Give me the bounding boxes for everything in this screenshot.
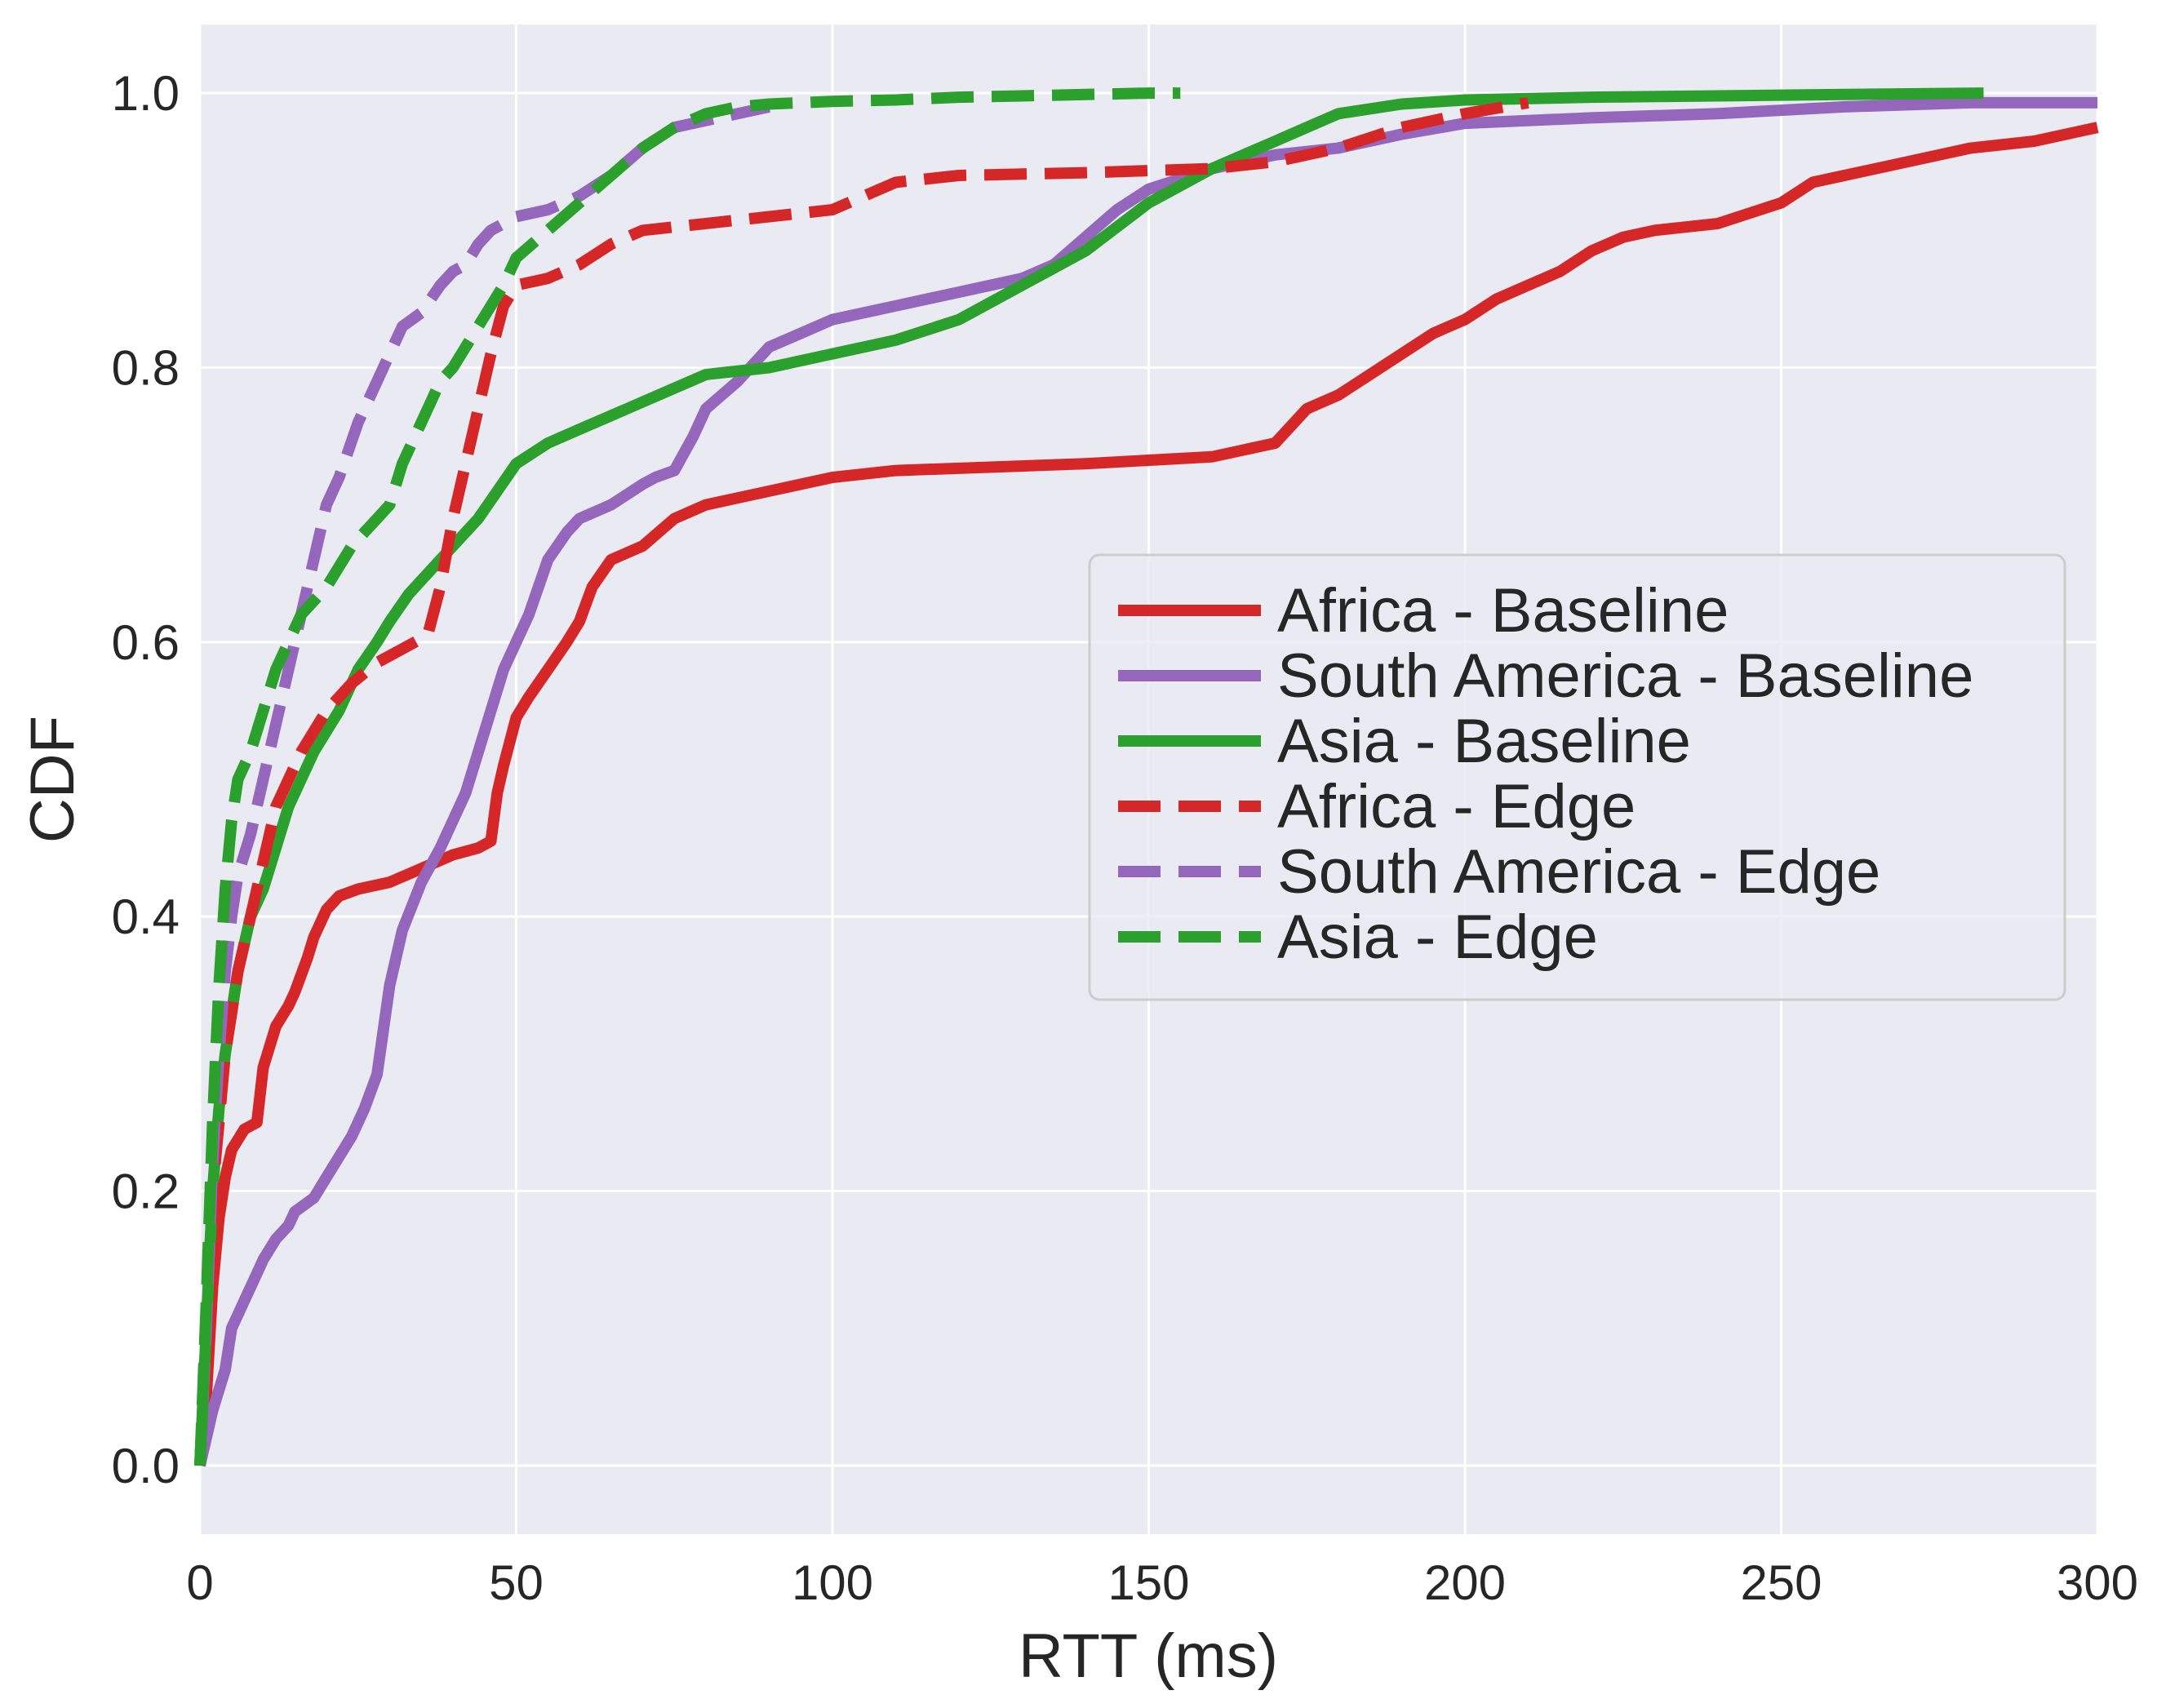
series-line-africa-baseline: [194, 122, 2099, 1466]
y-axis-label: CDF: [18, 716, 87, 843]
y-tick-label: 0.8: [112, 340, 180, 395]
series-line-south-america-edge: [194, 101, 770, 1466]
legend-box: [1088, 553, 2066, 1001]
x-tick-label: 150: [1107, 1555, 1189, 1610]
legend-label: Africa - Edge: [1277, 772, 1636, 841]
x-tick-label: 0: [186, 1555, 213, 1610]
legend-label: Africa - Baseline: [1277, 576, 1729, 645]
y-tick-label: 0.4: [112, 889, 180, 944]
y-tick-label: 0.0: [112, 1439, 180, 1493]
y-tick-label: 1.0: [112, 66, 180, 121]
y-tick-label: 0.2: [112, 1165, 180, 1219]
series-line-asia-edge: [194, 87, 1181, 1466]
series-line-africa-edge: [194, 97, 1529, 1466]
x-axis-label: RTT (ms): [1019, 1621, 1278, 1691]
y-tick-label: 0.6: [112, 615, 180, 670]
legend-label: Asia - Baseline: [1277, 707, 1691, 776]
x-tick-label: 250: [1740, 1555, 1822, 1610]
legend-label: South America - Baseline: [1277, 641, 1973, 711]
x-tick-label: 50: [489, 1555, 544, 1610]
legend-label: Asia - Edge: [1277, 903, 1598, 972]
x-tick-label: 200: [1424, 1555, 1506, 1610]
x-tick-label: 100: [792, 1555, 873, 1610]
series-layer: [194, 87, 2099, 1467]
x-axis-ticks: 0 50 100 150 200 250 300: [186, 1555, 2138, 1610]
y-axis-ticks: 0.0 0.2 0.4 0.6 0.8 1.0: [112, 66, 180, 1493]
x-tick-label: 300: [2057, 1555, 2138, 1610]
legend-label: South America - Edge: [1277, 837, 1880, 907]
